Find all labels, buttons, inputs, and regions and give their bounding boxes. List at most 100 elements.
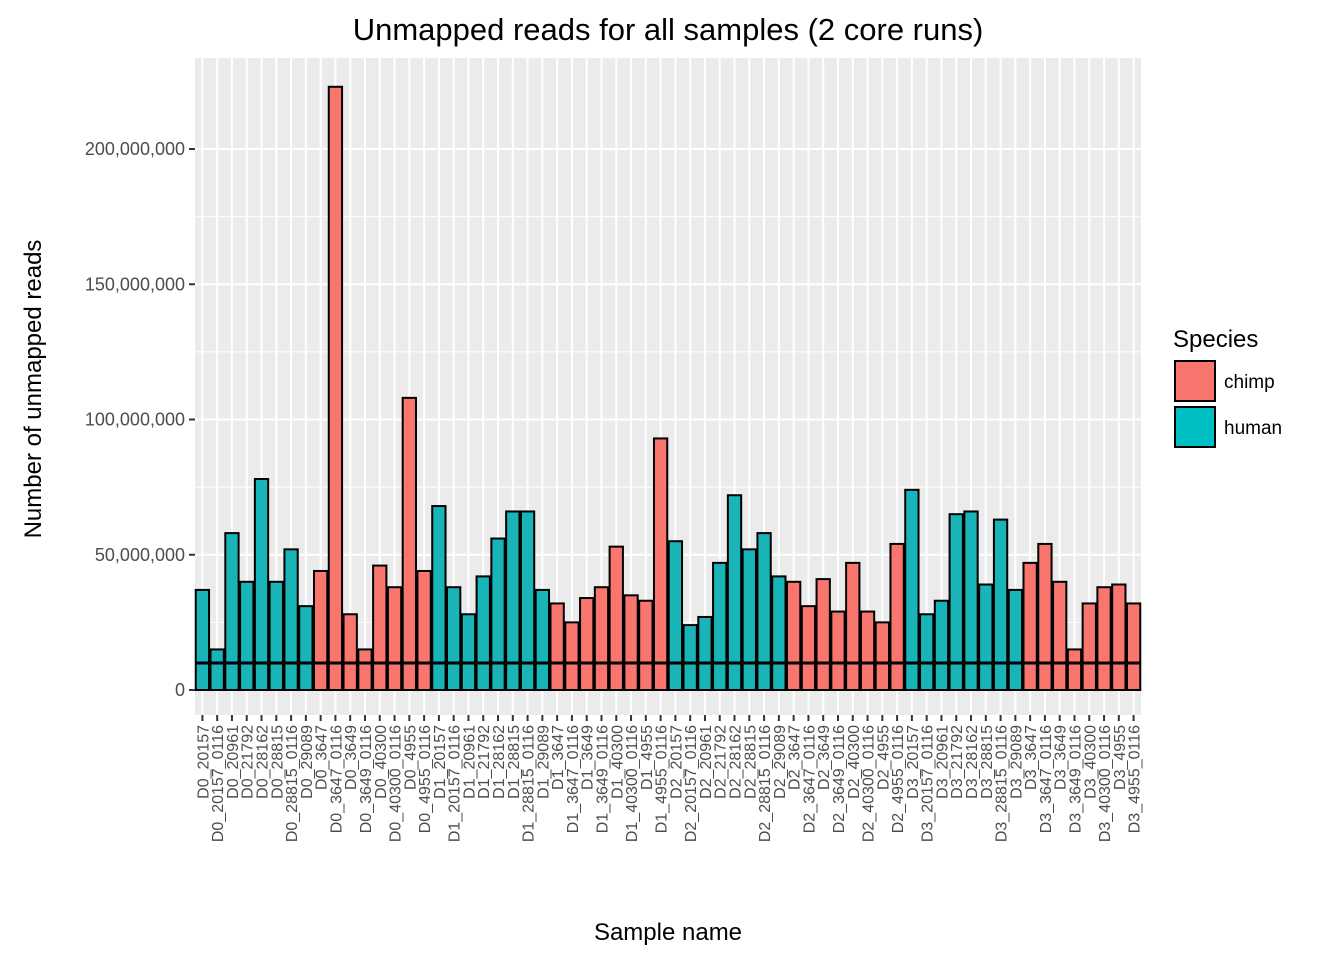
- bar-D2_28162: [726, 494, 743, 691]
- x-tick-label: D0_3649: [343, 725, 360, 790]
- x-tick-label: D0_28815: [269, 725, 286, 799]
- bar-D0_20157: [194, 588, 211, 691]
- bar-D0_20961: [224, 532, 240, 691]
- x-tick-label: D1_28162: [491, 725, 508, 799]
- y-axis: 0 50,000,000 100,000,000 150,000,000 200,000…: [85, 139, 195, 700]
- bar-D3_20961: [933, 599, 950, 691]
- bar-D1_28162: [490, 537, 506, 692]
- x-tick-label: D3_21792: [949, 725, 966, 799]
- x-tick-label: D3_20157_0116: [920, 725, 937, 842]
- x-tick-label: D0_3649_0116: [358, 725, 375, 833]
- x-tick-label: D1_28815: [506, 725, 523, 799]
- chart-title: Unmapped reads for all samples (2 core r…: [353, 12, 984, 47]
- bar-D0_3647: [312, 569, 329, 691]
- bar-D3_20157_0116: [919, 613, 935, 692]
- bar-D3_3647: [1022, 561, 1038, 691]
- x-tick-label: D2_40300: [846, 725, 863, 799]
- y-tick-label: 100,000,000: [85, 410, 185, 430]
- y-tick-label: 150,000,000: [85, 274, 185, 294]
- x-tick-label: D3_4955_0116: [1127, 725, 1144, 833]
- bar-D1_28815_0116: [519, 510, 536, 691]
- bar-D2_21792: [712, 561, 728, 691]
- bar-D2_3647: [785, 580, 802, 691]
- bar-D3_21792: [948, 513, 964, 691]
- bar-D3_3649: [1052, 580, 1068, 691]
- bar-D0_3649: [342, 613, 358, 692]
- bar-D2_29089: [771, 575, 787, 692]
- bar-D1_4955_0116: [652, 437, 669, 691]
- bar-D0_40300: [372, 564, 388, 692]
- bar-D1_20961: [460, 613, 477, 692]
- bar-D0_29089: [298, 605, 314, 692]
- bar-D0_4955_0116: [416, 569, 432, 691]
- x-tick-label: D3_40300: [1082, 725, 1099, 799]
- bar-D0_28815_0116: [283, 548, 299, 692]
- x-tick-label: D2_28162: [728, 725, 745, 799]
- legend-key-human: [1174, 406, 1216, 448]
- bar-D1_29089: [534, 588, 551, 691]
- bar-D3_28162: [963, 510, 979, 691]
- bar-D2_40300: [845, 561, 861, 691]
- x-tick-label: D3_28815: [979, 725, 996, 799]
- x-tick-label: D2_28815: [742, 725, 759, 799]
- bar-D2_28815_0116: [756, 532, 772, 691]
- x-tick-label: D2_3649: [816, 725, 833, 790]
- x-tick-label: D1_40300_0116: [624, 725, 641, 842]
- bar-D2_20157: [667, 540, 684, 691]
- legend-label-human: human: [1224, 418, 1282, 439]
- x-tick-label: D3_3647: [1023, 725, 1040, 790]
- bar-D3_20157: [904, 488, 920, 691]
- bar-D0_4955: [401, 396, 417, 691]
- x-tick-label: D0_3647_0116: [328, 725, 345, 833]
- bar-D3_4955_0116: [1125, 602, 1142, 691]
- legend-title: Species: [1173, 326, 1258, 353]
- x-tick-label: D1_40300: [609, 725, 626, 799]
- x-tick-label: D3_3649_0116: [1067, 725, 1084, 833]
- x-tick-label: D1_21792: [476, 725, 493, 799]
- bar-D0_28815: [268, 580, 284, 691]
- x-tick-label: D2_40300_0116: [861, 725, 878, 842]
- bars: [194, 85, 1142, 692]
- bar-D0_21792: [239, 580, 255, 691]
- bar-D1_3647_0116: [564, 621, 580, 691]
- x-tick-label: D3_29089: [1008, 725, 1025, 799]
- x-tick-label: D0_20157: [195, 725, 212, 799]
- bar-D1_40300_0116: [623, 594, 639, 692]
- bar-D2_4955_0116: [889, 542, 905, 691]
- bar-D1_3649: [579, 597, 595, 692]
- bar-D3_29089: [1007, 588, 1024, 691]
- bar-D3_3647_0116: [1037, 542, 1053, 691]
- x-tick-label: D1_4955: [639, 725, 656, 790]
- bar-D3_40300_0116: [1096, 586, 1112, 692]
- x-tick-label: D3_40300_0116: [1097, 725, 1114, 842]
- x-tick-label: D3_20157: [905, 725, 922, 799]
- bar-D0_28162: [253, 478, 270, 692]
- x-tick-label: D0_29089: [299, 725, 316, 799]
- bar-D3_3649_0116: [1066, 648, 1083, 691]
- x-tick-label: D1_3649_0116: [594, 725, 611, 833]
- bar-D1_28815: [505, 510, 521, 691]
- bar-D0_20157_0116: [209, 648, 225, 691]
- bar-D2_20961: [697, 615, 713, 692]
- bar-D1_3647: [549, 602, 565, 691]
- bar-D2_3649: [815, 578, 831, 691]
- legend: Species chimp human: [1173, 326, 1282, 448]
- x-tick-label: D1_28815_0116: [521, 725, 538, 842]
- x-tick-label: D3_4955: [1112, 725, 1129, 790]
- x-tick-label: D2_21792: [713, 725, 730, 799]
- y-axis-title: Number of unmapped reads: [20, 240, 47, 539]
- legend-label-chimp: chimp: [1224, 372, 1275, 393]
- bar-D2_28815: [741, 548, 757, 692]
- x-tick-label: D0_20961: [225, 725, 242, 799]
- x-tick-label: D1_20961: [461, 725, 478, 799]
- x-tick-label: D0_40300_0116: [388, 725, 405, 842]
- x-tick-label: D0_4955_0116: [417, 725, 434, 833]
- x-tick-label: D3_20961: [934, 725, 951, 799]
- x-tick-label: D3_28815_0116: [994, 725, 1011, 842]
- x-tick-label: D2_28815_0116: [757, 725, 774, 842]
- bar-D2_40300_0116: [859, 610, 876, 691]
- x-tick-label: D0_20157_0116: [210, 725, 227, 842]
- x-tick-label: D0_28815_0116: [284, 725, 301, 842]
- x-tick-label: D1_29089: [535, 725, 552, 799]
- bar-D3_28815_0116: [992, 518, 1009, 692]
